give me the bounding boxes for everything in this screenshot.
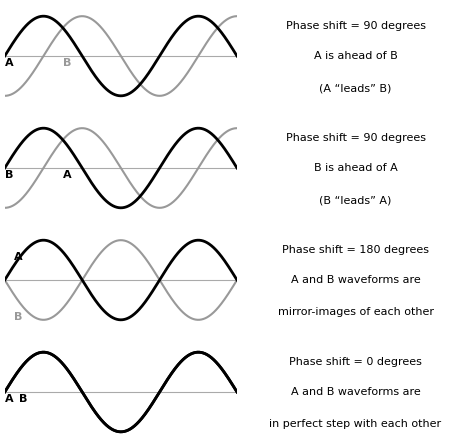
Text: B: B bbox=[18, 394, 27, 404]
Text: Phase shift = 90 degrees: Phase shift = 90 degrees bbox=[285, 133, 426, 143]
Text: B is ahead of A: B is ahead of A bbox=[314, 163, 397, 173]
Text: A: A bbox=[5, 58, 13, 68]
Text: B: B bbox=[63, 58, 71, 68]
Text: B: B bbox=[5, 170, 13, 180]
Text: A: A bbox=[5, 394, 13, 404]
Text: (A “leads” B): (A “leads” B) bbox=[319, 83, 392, 93]
Text: mirror-images of each other: mirror-images of each other bbox=[277, 307, 434, 317]
Text: A is ahead of B: A is ahead of B bbox=[314, 51, 397, 61]
Text: A and B waveforms are: A and B waveforms are bbox=[291, 387, 420, 397]
Text: in perfect step with each other: in perfect step with each other bbox=[269, 419, 442, 429]
Text: A and B waveforms are: A and B waveforms are bbox=[291, 275, 420, 285]
Text: (B “leads” A): (B “leads” A) bbox=[319, 195, 392, 205]
Text: B: B bbox=[14, 312, 22, 322]
Text: Phase shift = 90 degrees: Phase shift = 90 degrees bbox=[285, 21, 426, 31]
Text: Phase shift = 0 degrees: Phase shift = 0 degrees bbox=[289, 357, 422, 367]
Text: Phase shift = 180 degrees: Phase shift = 180 degrees bbox=[282, 245, 429, 255]
Text: A: A bbox=[63, 170, 72, 180]
Text: A: A bbox=[14, 252, 23, 262]
